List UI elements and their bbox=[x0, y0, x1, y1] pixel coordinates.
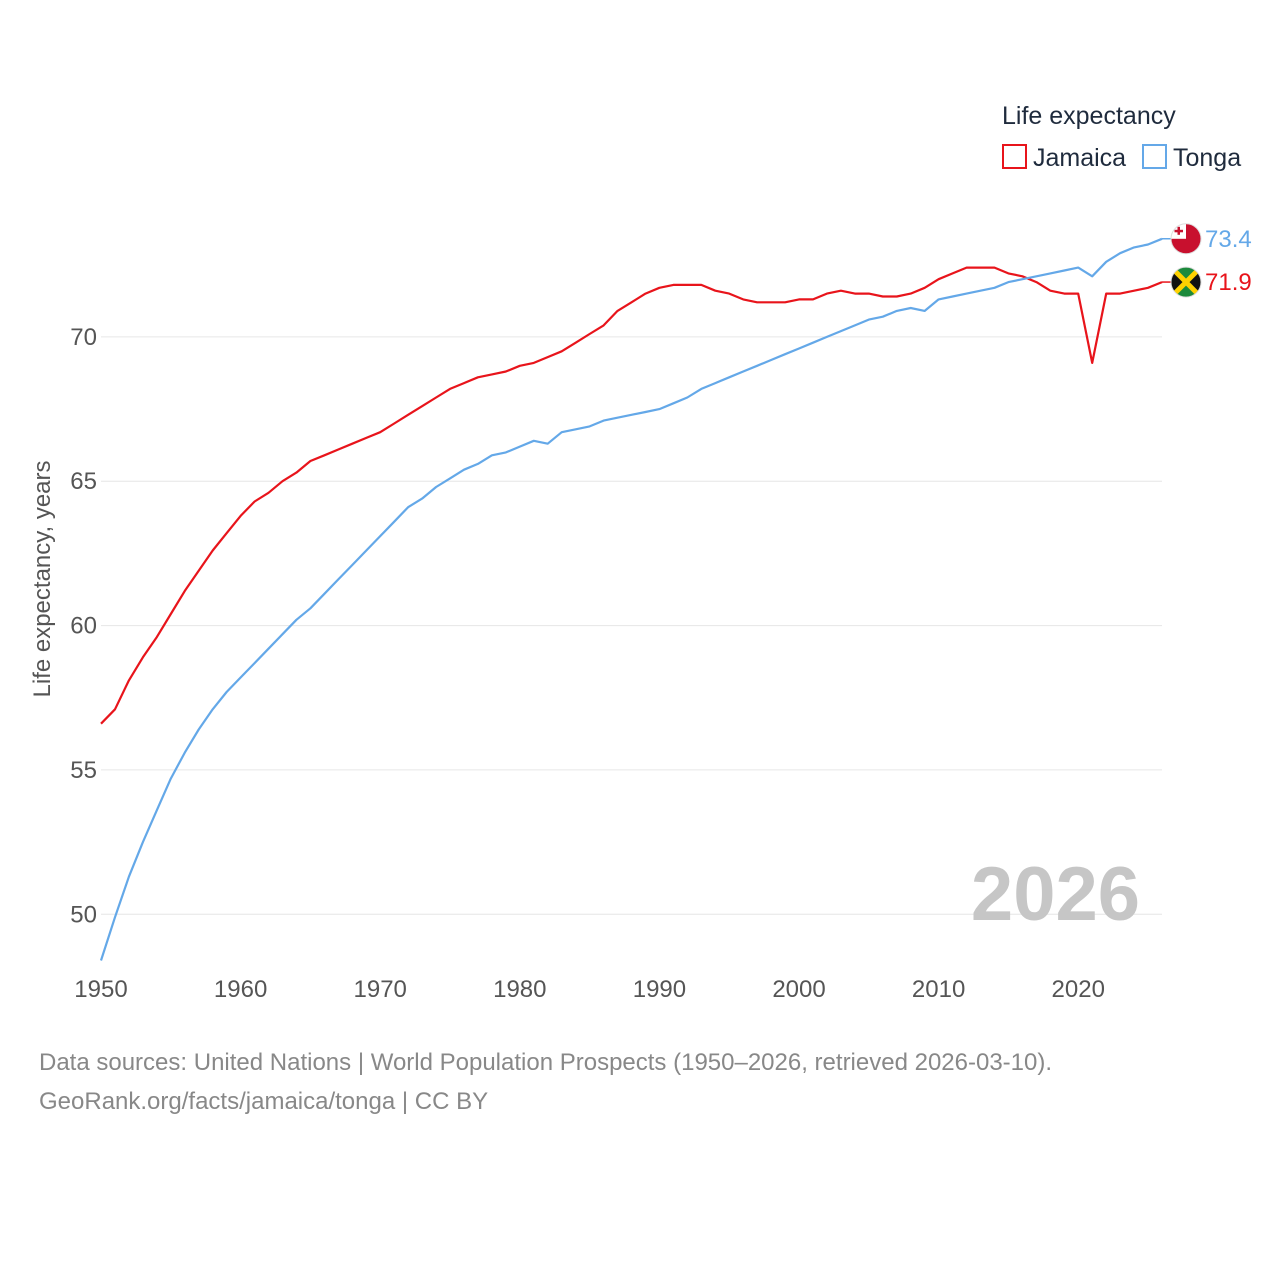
y-tick-label-55: 55 bbox=[70, 757, 97, 784]
x-tick-label-1980: 1980 bbox=[493, 976, 546, 1003]
y-tick-label-65: 65 bbox=[70, 468, 97, 495]
flag-right-jamaica bbox=[1186, 267, 1201, 298]
legend-label-jamaica[interactable]: Jamaica bbox=[1033, 144, 1126, 172]
y-tick-label-50: 50 bbox=[70, 901, 97, 928]
flag-body-jamaica bbox=[1171, 267, 1201, 298]
x-tick-label-2000: 2000 bbox=[772, 976, 825, 1003]
grid-lines bbox=[101, 336, 1162, 915]
y-tick-label-70: 70 bbox=[70, 324, 97, 351]
x-tick-label-2020: 2020 bbox=[1052, 976, 1105, 1003]
flag-cross-h-tonga bbox=[1174, 229, 1183, 233]
end-label-tonga: 73.4 bbox=[1205, 226, 1252, 253]
x-tick-label-2010: 2010 bbox=[912, 976, 965, 1003]
flag-ring-tonga bbox=[1170, 223, 1202, 255]
series-line-jamaica bbox=[100, 266, 1163, 725]
flag-ring-jamaica bbox=[1170, 266, 1202, 298]
x-tick-label-1990: 1990 bbox=[633, 976, 686, 1003]
flag-left-jamaica bbox=[1171, 267, 1186, 298]
x-axis-ticks: 1950 1960 1970 1980 1990 2000 2010 2020 bbox=[74, 976, 1105, 1003]
end-labels: 71.9 73.4 bbox=[1162, 223, 1252, 298]
end-label-jamaica: 71.9 bbox=[1205, 269, 1252, 296]
y-axis-ticks: 50 55 60 65 70 bbox=[70, 324, 97, 928]
y-tick-label-60: 60 bbox=[70, 613, 97, 640]
legend-label-tonga[interactable]: Tonga bbox=[1173, 144, 1241, 172]
source-line-2[interactable]: GeoRank.org/facts/jamaica/tonga | CC BY bbox=[39, 1088, 489, 1115]
legend-swatch-tonga[interactable] bbox=[1142, 144, 1167, 169]
source-note: Data sources: United Nations | World Pop… bbox=[39, 1043, 1052, 1121]
legend-swatch-jamaica[interactable] bbox=[1002, 144, 1027, 169]
tonga-flag-icon bbox=[1170, 223, 1202, 255]
series-lines bbox=[99, 237, 1163, 961]
legend-title: Life expectancy bbox=[1002, 102, 1176, 130]
x-tick-label-1960: 1960 bbox=[214, 976, 267, 1003]
legend: Life expectancy Jamaica Tonga bbox=[1002, 102, 1241, 172]
jamaica-flag-icon bbox=[1170, 266, 1202, 298]
x-tick-label-1950: 1950 bbox=[74, 976, 127, 1003]
series-line-tonga bbox=[99, 237, 1163, 961]
source-line-1: Data sources: United Nations | World Pop… bbox=[39, 1049, 1053, 1076]
y-axis-label: Life expectancy, years bbox=[29, 460, 56, 697]
x-tick-label-1970: 1970 bbox=[354, 976, 407, 1003]
year-label: 2026 bbox=[971, 852, 1140, 937]
